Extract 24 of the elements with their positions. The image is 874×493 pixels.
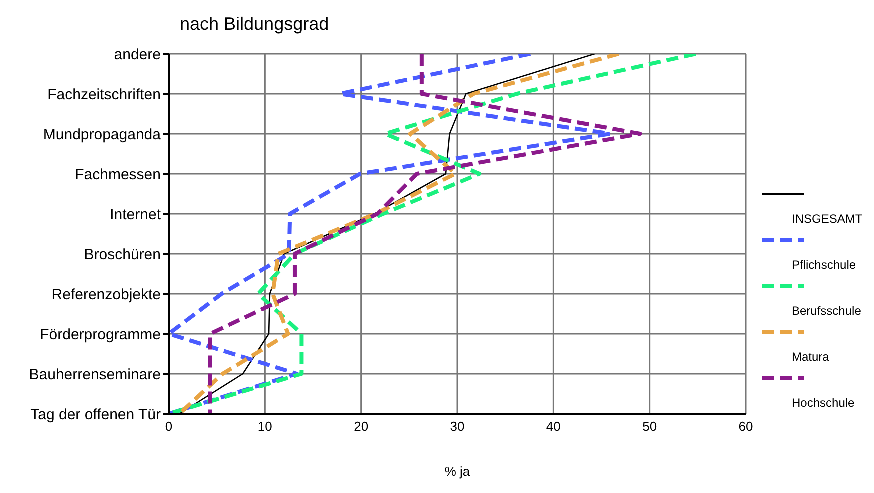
- y-tick-label: Internet: [110, 206, 162, 224]
- x-tick-label: 60: [738, 419, 754, 434]
- y-tick-label: Broschüren: [84, 246, 161, 264]
- y-tick-label: Fachzeitschriften: [48, 86, 161, 104]
- chart-title: nach Bildungsgrad: [180, 14, 330, 35]
- y-tick-label: Mundpropaganda: [43, 126, 162, 144]
- x-tick-label: 40: [546, 419, 561, 434]
- x-tick-label: 30: [450, 419, 465, 434]
- y-tick-label: andere: [114, 46, 161, 64]
- x-axis-title: % ja: [444, 464, 471, 479]
- text: Hochschule: [792, 396, 856, 410]
- y-tick-label: Tag der offenen Tür: [30, 406, 161, 424]
- text: Matura: [792, 350, 830, 364]
- y-tick-label: Bauherrenseminare: [29, 366, 161, 384]
- x-tick-label: 20: [354, 419, 369, 434]
- text: INSGESAMT: [792, 212, 864, 226]
- x-tick-label: 50: [642, 419, 658, 434]
- x-tick-label: 10: [258, 419, 272, 434]
- y-tick-label: Fachmessen: [75, 166, 161, 184]
- y-tick-label: Referenzobjekte: [52, 286, 161, 304]
- x-tick-label: 0: [165, 419, 173, 434]
- text: Pflichschule: [792, 258, 858, 272]
- text: Berufsschule: [792, 304, 862, 318]
- y-tick-label: Förderprogramme: [40, 326, 161, 344]
